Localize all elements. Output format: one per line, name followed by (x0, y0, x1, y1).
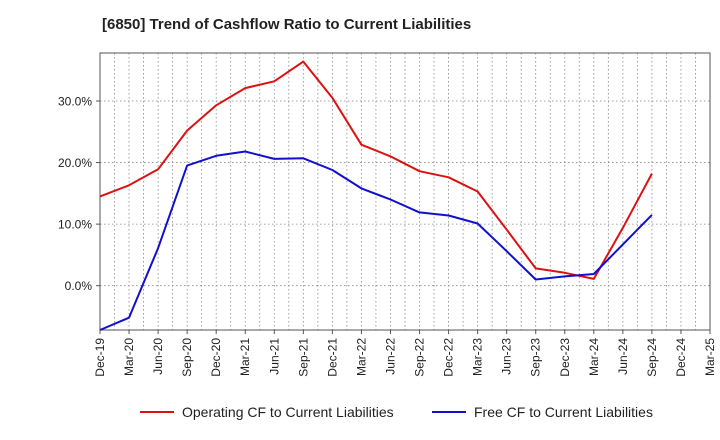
legend-swatch-blue (432, 411, 466, 413)
x-tick-label: Sep-21 (296, 338, 310, 377)
x-tick-label: Jun-22 (383, 338, 397, 375)
x-tick-label: Dec-23 (558, 338, 572, 377)
x-tick-label: Dec-20 (209, 338, 223, 377)
x-tick-label: Jun-21 (267, 338, 281, 375)
x-tick-label: Sep-23 (529, 338, 543, 377)
x-tick-label: Mar-22 (354, 338, 368, 376)
y-tick-labels: 0.0% 10.0% 20.0% 30.0% (58, 95, 100, 293)
plot-frame (99, 52, 711, 331)
series-layer (99, 60, 653, 331)
x-tick-label: Sep-22 (413, 338, 427, 377)
x-tick-label: Mar-25 (703, 338, 717, 376)
x-tick-label: Dec-24 (674, 338, 688, 377)
legend-label: Operating CF to Current Liabilities (182, 404, 394, 420)
x-tick-label: Sep-20 (180, 338, 194, 377)
series-line-free-cf (99, 150, 653, 331)
y-tick-label: 0.0% (65, 279, 93, 293)
x-tick-label: Jun-24 (616, 338, 630, 375)
x-tick-label: Mar-20 (122, 338, 136, 376)
series-line-operating-cf (99, 60, 653, 280)
x-tick-label: Mar-21 (238, 338, 252, 376)
x-tick-label: Mar-24 (587, 338, 601, 376)
x-tick-label: Dec-22 (442, 338, 456, 377)
y-tick-label: 10.0% (58, 218, 92, 232)
x-tick-label: Dec-21 (325, 338, 339, 377)
chart-title: [6850] Trend of Cashflow Ratio to Curren… (102, 16, 472, 33)
x-tick-label: Mar-23 (471, 338, 485, 376)
x-tick-label: Dec-19 (93, 338, 107, 377)
x-tick-labels: Dec-19 Mar-20 Jun-20 Sep-20 Dec-20 Mar-21 Jun-… (93, 330, 717, 377)
x-tick-label: Jun-23 (500, 338, 514, 375)
legend-label: Free CF to Current Liabilities (474, 404, 653, 420)
legend-swatch-red (140, 411, 174, 413)
x-tick-label: Sep-24 (645, 338, 659, 377)
y-tick-label: 20.0% (58, 156, 92, 170)
grid-layer (100, 53, 710, 330)
legend-item-free-cf: Free CF to Current Liabilities (432, 404, 653, 420)
y-tick-label: 30.0% (58, 95, 92, 109)
legend-item-operating-cf: Operating CF to Current Liabilities (140, 404, 394, 420)
x-tick-label: Jun-20 (151, 338, 165, 375)
